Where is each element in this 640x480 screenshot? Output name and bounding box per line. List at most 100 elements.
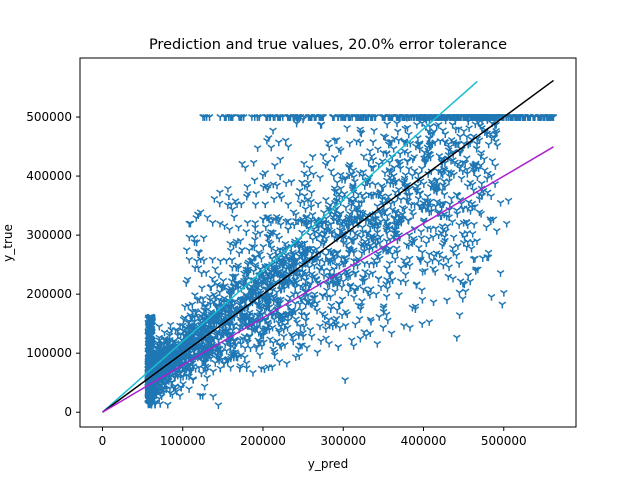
scatter-point (220, 314, 228, 322)
scatter-point (323, 294, 331, 302)
scatter-point (395, 292, 403, 299)
scatter-point (165, 329, 174, 337)
scatter-point (282, 180, 290, 188)
scatter-point (191, 292, 199, 299)
scatter-point (338, 228, 347, 236)
scatter-point (171, 383, 180, 391)
scatter-point (312, 234, 321, 241)
scatter-point (328, 275, 337, 282)
scatter-point (237, 296, 246, 304)
scatter-point (200, 383, 209, 391)
scatter-point (410, 201, 419, 209)
scatter-point (196, 392, 205, 400)
scatter-point (400, 322, 408, 330)
scatter-point (211, 266, 220, 273)
scatter-point (298, 264, 307, 271)
scatter-point (375, 313, 384, 321)
scatter-point (366, 330, 375, 338)
scatter-point (185, 256, 194, 264)
scatter-point (455, 221, 463, 229)
scatter-point (361, 238, 370, 246)
scatter-point (325, 316, 333, 324)
scatter-point (351, 195, 360, 203)
y-axis-label: y_true (1, 224, 15, 262)
scatter-point (166, 390, 175, 397)
scatter-point (269, 346, 278, 354)
scatter-point (470, 221, 478, 229)
scatter-point (326, 294, 335, 301)
scatter-point (385, 168, 394, 176)
scatter-point (436, 201, 445, 208)
scatter-point (234, 262, 242, 270)
scatter-point (280, 333, 288, 341)
scatter-point (496, 199, 505, 207)
scatter-point (185, 220, 194, 228)
scatter-point (291, 277, 299, 285)
scatter-point (324, 139, 332, 147)
scatter-point (202, 269, 211, 277)
scatter-point (337, 114, 345, 121)
scatter-point (331, 137, 339, 145)
scatter-point (360, 260, 369, 268)
scatter-point (431, 268, 439, 276)
scatter-point (273, 298, 281, 306)
scatter-point (368, 211, 377, 219)
scatter-point (291, 354, 300, 361)
scatter-point (417, 228, 425, 236)
scatter-point (441, 183, 449, 191)
scatter-point (282, 311, 291, 318)
scatter-point (500, 289, 508, 297)
scatter-point (372, 291, 381, 299)
scatter-point (297, 251, 306, 258)
scatter-point (482, 114, 490, 121)
scatter-point (355, 316, 364, 323)
scatter-point (418, 320, 427, 328)
scatter-point (361, 268, 369, 276)
scatter-point (263, 186, 272, 194)
scatter-point (414, 141, 422, 149)
scatter-point (295, 353, 304, 360)
scatter-point (452, 191, 461, 199)
scatter-point (303, 245, 311, 253)
scatter-point (253, 325, 261, 333)
scatter-point (309, 171, 318, 179)
scatter-point (190, 234, 199, 242)
scatter-point (472, 145, 481, 153)
scatter-point (316, 323, 324, 331)
scatter-point (322, 335, 330, 343)
scatter-point (171, 371, 180, 379)
scatter-point (323, 281, 332, 289)
scatter-point (388, 206, 397, 214)
scatter-point (276, 173, 284, 181)
scatter-point (184, 351, 192, 359)
scatter-point (445, 206, 454, 214)
scatter-point (289, 338, 298, 346)
scatter-point (445, 144, 454, 152)
scatter-point (183, 329, 191, 337)
scatter-point (335, 190, 344, 198)
scatter-point (365, 236, 373, 244)
y-tick-label: 300000 (26, 228, 72, 242)
scatter-point (451, 126, 460, 134)
scatter-point (190, 239, 199, 246)
scatter-point (537, 114, 546, 121)
scatter-point (379, 149, 388, 157)
scatter-point (464, 272, 472, 280)
scatter-point (453, 141, 461, 148)
scatter-point (179, 316, 188, 324)
scatter-point (264, 364, 273, 372)
scatter-point (394, 159, 403, 167)
scatter-point (508, 114, 517, 121)
scatter-point (315, 266, 324, 274)
scatter-point (369, 156, 377, 164)
scatter-point (368, 222, 377, 229)
scatter-point (432, 187, 441, 195)
scatter-point (392, 221, 401, 229)
scatter-point (355, 199, 363, 207)
scatter-point (388, 177, 397, 185)
scatter-point (383, 247, 392, 255)
scatter-point (317, 121, 326, 129)
scatter-point (478, 125, 486, 132)
scatter-point (321, 219, 330, 227)
scatter-point (424, 150, 433, 158)
